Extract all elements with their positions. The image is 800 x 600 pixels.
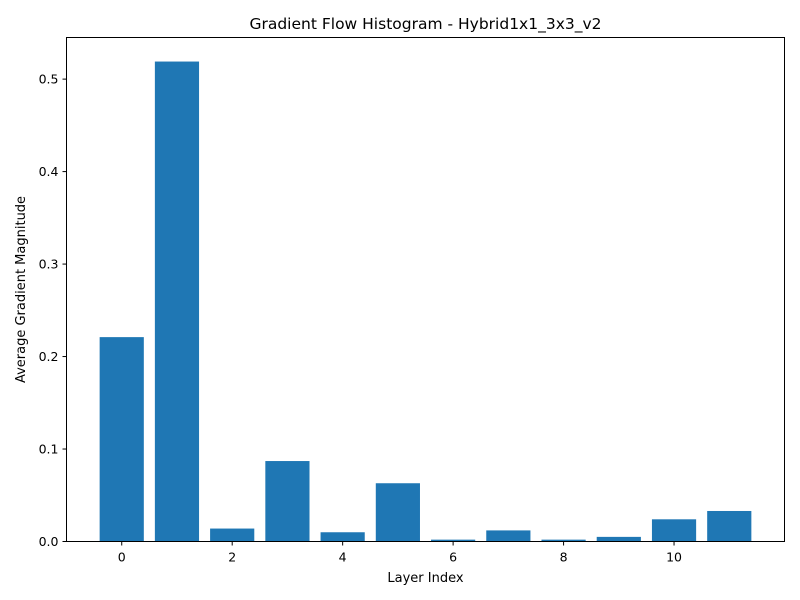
x-tick-label: 4 bbox=[339, 550, 347, 565]
plot-frame bbox=[66, 37, 785, 542]
bar-layer-6 bbox=[431, 539, 476, 542]
y-axis-label: Average Gradient Magnitude bbox=[14, 196, 29, 383]
chart-title: Gradient Flow Histogram - Hybrid1x1_3x3_… bbox=[249, 15, 601, 34]
bar-layer-2 bbox=[210, 528, 255, 542]
y-axis: 0.0 0.1 0.2 0.3 0.4 0.5 bbox=[39, 72, 67, 549]
bar-layer-11 bbox=[707, 510, 752, 542]
bar-layer-1 bbox=[154, 61, 200, 542]
y-tick-label: 0.0 bbox=[39, 534, 59, 549]
x-tick-label: 6 bbox=[449, 550, 457, 565]
x-tick-label: 2 bbox=[228, 550, 236, 565]
bar-layer-10 bbox=[651, 519, 697, 542]
bar-layer-3 bbox=[265, 461, 310, 542]
bar-layer-0 bbox=[99, 337, 144, 542]
y-tick-label: 0.5 bbox=[39, 72, 59, 87]
x-axis: 0 2 4 6 8 10 bbox=[118, 541, 682, 565]
bar-layer-9 bbox=[596, 536, 641, 542]
bar-layer-5 bbox=[375, 483, 420, 542]
bars-group bbox=[99, 61, 752, 542]
x-tick-label: 0 bbox=[118, 550, 126, 565]
x-tick-label: 8 bbox=[560, 550, 568, 565]
y-tick-label: 0.2 bbox=[39, 349, 59, 364]
x-tick-label: 10 bbox=[666, 550, 682, 565]
bar-layer-7 bbox=[486, 530, 531, 542]
bar-layer-4 bbox=[320, 532, 365, 542]
bar-layer-8 bbox=[541, 539, 586, 542]
y-tick-label: 0.4 bbox=[39, 164, 59, 179]
y-tick-label: 0.1 bbox=[39, 442, 59, 457]
x-axis-label: Layer Index bbox=[387, 571, 463, 586]
y-tick-label: 0.3 bbox=[39, 257, 59, 272]
